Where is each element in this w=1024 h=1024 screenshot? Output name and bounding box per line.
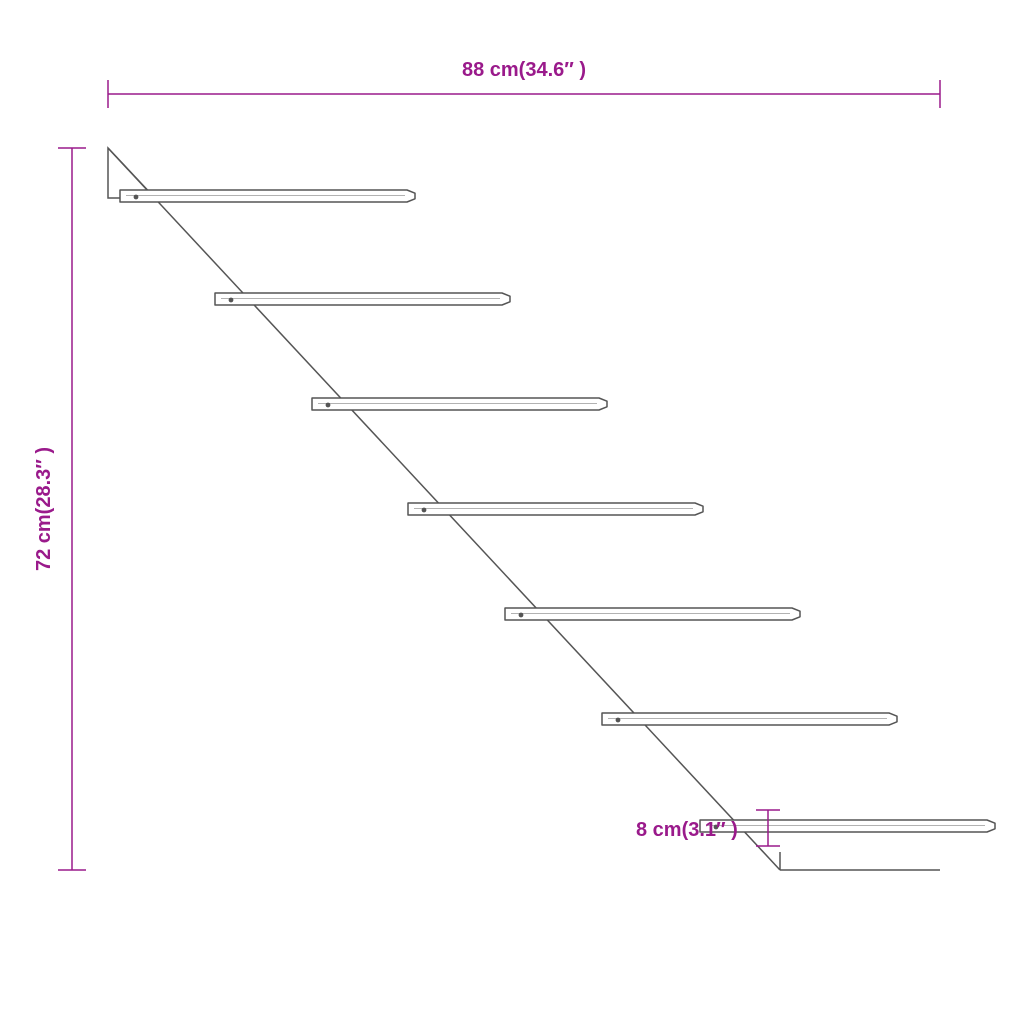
dim-height-label: 72 cm(28.3″ ) [33,447,55,571]
step [408,503,703,515]
step [700,820,995,832]
step-pin-icon [326,403,331,408]
step [215,293,510,305]
step-pin-icon [616,718,621,723]
step-pin-icon [519,613,524,618]
step [505,608,800,620]
step [602,713,897,725]
dim-step-label: 8 cm(3.1″ ) [636,819,738,841]
step-pin-icon [229,298,234,303]
step-pin-icon [134,195,139,200]
step [312,398,607,410]
step-pin-icon [422,508,427,513]
step [120,190,415,202]
dim-width-label: 88 cm(34.6″ ) [462,59,586,81]
dimension-diagram: 88 cm(34.6″ ) 72 cm(28.3″ ) 8 cm(3.1″ ) [0,0,1024,1024]
